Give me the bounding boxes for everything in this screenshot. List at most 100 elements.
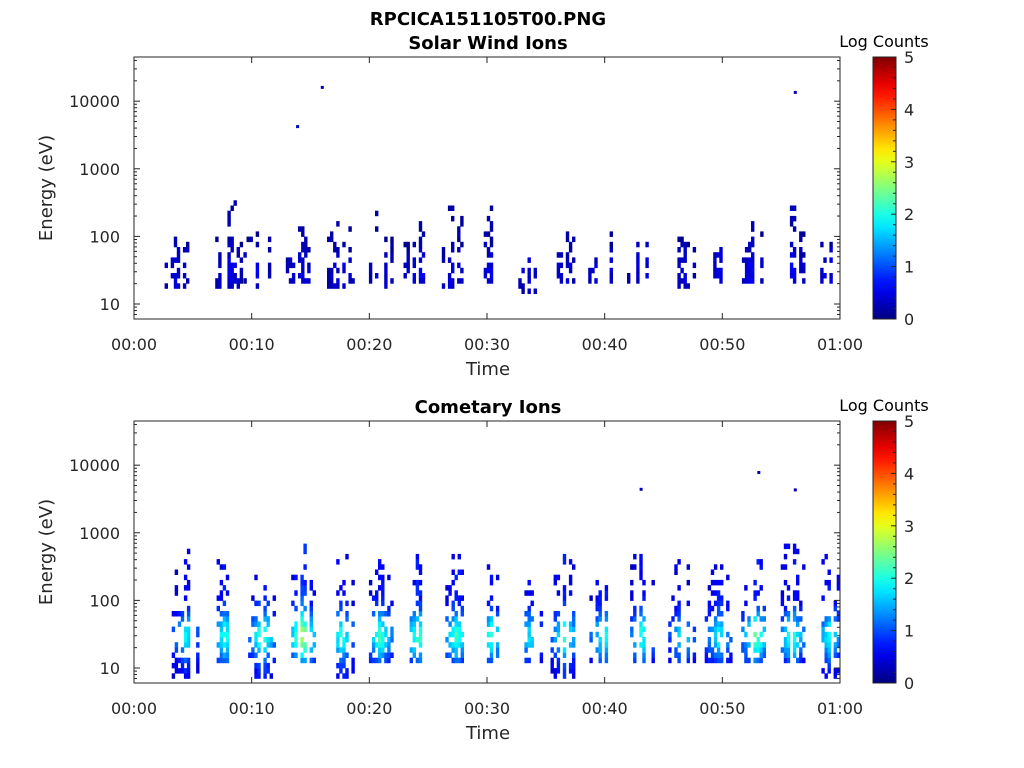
y-tick-label: 1000	[79, 524, 120, 543]
heatmap-cell	[230, 205, 234, 211]
heatmap-cell	[792, 631, 797, 638]
heatmap-cell	[572, 236, 576, 243]
heatmap-cell	[415, 553, 420, 560]
heatmap-cell	[707, 647, 712, 653]
heatmap-cell	[219, 637, 224, 643]
heatmap-cell	[216, 605, 220, 612]
solar-wind-xlabel: Time	[465, 359, 510, 380]
heatmap-cell	[447, 278, 452, 284]
heatmap-cell	[300, 585, 304, 591]
heatmap-cell	[342, 673, 346, 679]
heatmap-cell	[418, 226, 423, 232]
heatmap-cell	[783, 605, 788, 612]
heatmap-cell	[272, 657, 276, 664]
heatmap-cell	[604, 631, 609, 638]
heatmap-cell	[301, 278, 305, 284]
heatmap-cell	[668, 621, 672, 627]
heatmap-cell	[741, 626, 745, 633]
heatmap-cell	[230, 262, 234, 269]
heatmap-cell	[227, 221, 231, 227]
colorbar-tick-label: 5	[904, 48, 914, 67]
heatmap-cell	[744, 278, 749, 284]
heatmap-cell	[674, 564, 678, 570]
heatmap-cell	[572, 652, 576, 658]
heatmap-cell	[595, 631, 599, 638]
data-burst	[336, 553, 355, 679]
heatmap-cell	[789, 267, 794, 274]
heatmap-cell	[457, 553, 461, 560]
heatmap-cell	[381, 600, 385, 607]
heatmap-cell	[457, 231, 461, 237]
heatmap-cell	[218, 252, 222, 258]
heatmap-cell	[454, 631, 458, 638]
y-tick-label: 100	[89, 591, 120, 610]
heatmap-cell	[595, 616, 599, 622]
heatmap-cell	[222, 616, 227, 622]
heatmap-cell	[239, 257, 244, 263]
heatmap-cell	[686, 652, 690, 658]
data-burst	[668, 559, 697, 664]
heatmap-cell	[589, 631, 593, 638]
y-tick-label: 1000	[79, 160, 120, 179]
heatmap-cell	[747, 616, 751, 622]
heatmap-cell	[636, 257, 640, 263]
heatmap-cell	[375, 273, 379, 279]
heatmap-cell	[636, 267, 640, 274]
heatmap-cell	[495, 647, 500, 653]
x-tick-label: 00:20	[346, 335, 392, 354]
heatmap-cell	[222, 657, 227, 664]
heatmap-cell	[368, 590, 373, 596]
heatmap-cell	[390, 600, 394, 607]
heatmap-cell	[222, 611, 227, 617]
heatmap-cell	[255, 267, 260, 274]
heatmap-cell	[786, 543, 791, 550]
heatmap-cell	[716, 652, 721, 658]
heatmap-cell	[384, 267, 388, 274]
heatmap-cell	[751, 236, 755, 243]
heatmap-cell	[269, 673, 273, 679]
heatmap-cell	[527, 288, 531, 294]
heatmap-cell	[786, 637, 791, 643]
heatmap-cell	[729, 637, 733, 643]
data-burst	[403, 221, 426, 284]
heatmap-cell	[301, 247, 305, 253]
heatmap-cell	[177, 657, 182, 664]
heatmap-cell	[309, 626, 313, 633]
heatmap-cell	[351, 668, 355, 674]
x-tick-label: 00:20	[346, 699, 392, 718]
heatmap-cell	[630, 564, 634, 570]
heatmap-cell	[294, 642, 298, 648]
heatmap-cell	[783, 647, 788, 653]
heatmap-cell	[683, 273, 687, 279]
heatmap-cell	[636, 273, 640, 279]
data-burst	[677, 236, 697, 289]
heatmap-cell	[312, 631, 316, 638]
heatmap-cell	[266, 600, 270, 607]
heatmap-cell	[263, 585, 267, 591]
heatmap-cell	[633, 616, 637, 622]
heatmap-cell	[572, 673, 576, 679]
heatmap-cell	[309, 605, 313, 612]
heatmap-cell	[716, 605, 721, 612]
heatmap-cell	[589, 637, 593, 643]
heatmap-cell	[527, 257, 531, 263]
x-tick-label: 00:10	[229, 335, 275, 354]
isolated-point	[296, 125, 300, 129]
heatmap-cell	[384, 652, 388, 658]
heatmap-cell	[222, 631, 227, 638]
heatmap-cell	[827, 631, 831, 638]
heatmap-cell	[218, 262, 222, 269]
heatmap-cell	[406, 247, 410, 253]
heatmap-cell	[489, 579, 494, 586]
heatmap-cell	[642, 647, 646, 653]
heatmap-cell	[716, 273, 720, 279]
heatmap-cell	[371, 657, 376, 664]
isolated-point	[793, 488, 797, 492]
heatmap-cell	[378, 642, 382, 648]
heatmap-cell	[686, 621, 690, 627]
heatmap-cell	[489, 262, 494, 269]
heatmap-cell	[591, 267, 595, 274]
heatmap-cell	[174, 585, 179, 591]
heatmap-cell	[671, 616, 675, 622]
data-burst	[445, 553, 464, 664]
